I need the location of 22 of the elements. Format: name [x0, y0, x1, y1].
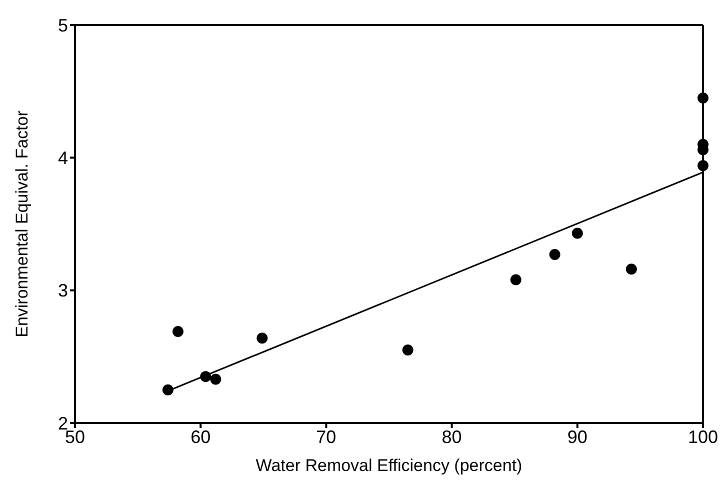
- point: [172, 326, 184, 337]
- y-tick-label: 5: [58, 15, 68, 36]
- x-tick-label: 90: [567, 426, 588, 447]
- y-tick-label: 3: [58, 280, 68, 301]
- y-tick-label: 4: [58, 148, 68, 168]
- point: [162, 384, 174, 396]
- point: [572, 228, 583, 239]
- x-tick-label: 60: [190, 426, 211, 447]
- point: [549, 249, 560, 260]
- point: [510, 274, 522, 286]
- point: [698, 160, 708, 172]
- x-tick-label: 100: [688, 426, 718, 447]
- point: [626, 264, 637, 275]
- x-tick-label: 50: [64, 426, 86, 447]
- point: [402, 344, 414, 356]
- y-axis-title: Environmental Equival. Factor: [12, 110, 32, 338]
- point: [210, 374, 222, 385]
- point: [698, 92, 708, 104]
- x-tick-label: 80: [442, 426, 462, 447]
- point: [256, 332, 268, 344]
- x-tick-label: 70: [316, 426, 336, 447]
- x-axis-title: Water Removal Efficiency (percent): [256, 456, 522, 475]
